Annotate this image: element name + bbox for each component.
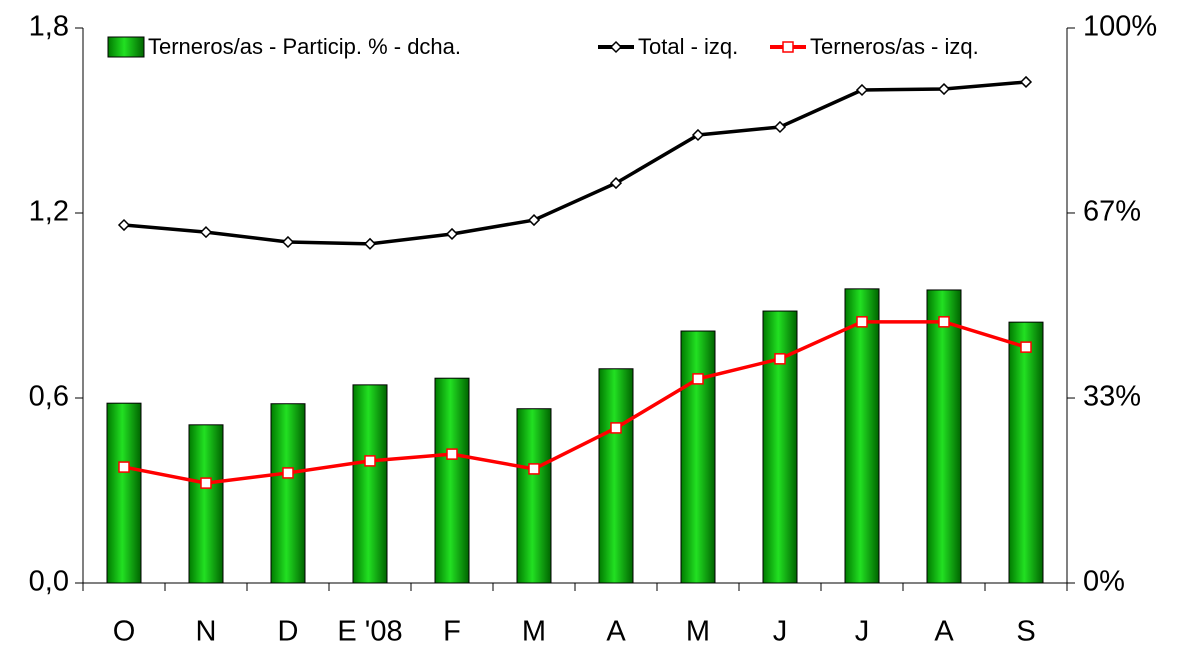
x-tick-label: J bbox=[855, 616, 870, 647]
marker bbox=[527, 214, 541, 227]
x-tick-label: A bbox=[934, 616, 954, 647]
marker bbox=[609, 177, 623, 190]
legend-swatch bbox=[107, 36, 145, 58]
x-tick-label: N bbox=[196, 616, 217, 647]
y-tick-label: 1,2 bbox=[29, 196, 69, 228]
bar bbox=[188, 424, 224, 584]
marker bbox=[856, 316, 868, 328]
x-tick-label: J bbox=[773, 616, 788, 647]
y-tick-label: 1,8 bbox=[29, 11, 69, 43]
x-tick-label: F bbox=[443, 616, 461, 647]
marker bbox=[1020, 341, 1032, 353]
x-tick-label: D bbox=[278, 616, 299, 647]
bar bbox=[1008, 321, 1044, 584]
marker bbox=[937, 82, 951, 96]
bar bbox=[106, 402, 142, 584]
x-tick-label: O bbox=[113, 616, 136, 647]
bar bbox=[516, 408, 552, 584]
marker bbox=[199, 226, 213, 239]
y2-tick-label: 100% bbox=[1083, 11, 1157, 43]
x-tick-label: E '08 bbox=[337, 616, 402, 647]
legend: Terneros/as - Particip. % - dcha. Total … bbox=[107, 34, 979, 59]
y2-tick-label: 67% bbox=[1083, 196, 1141, 228]
marker bbox=[364, 455, 376, 467]
marker bbox=[528, 463, 540, 475]
y2-tick-label: 33% bbox=[1083, 381, 1141, 413]
y2-tick-label: 0% bbox=[1083, 566, 1125, 598]
marker bbox=[281, 235, 295, 249]
x-tick-label: M bbox=[522, 616, 546, 647]
marker bbox=[282, 467, 294, 479]
bar bbox=[926, 289, 962, 584]
legend-marker bbox=[782, 41, 794, 53]
legend-label: Terneros/as - Particip. % - dcha. bbox=[148, 34, 461, 59]
bar bbox=[598, 368, 634, 584]
marker bbox=[774, 353, 786, 365]
x-tick-label: M bbox=[686, 616, 710, 647]
marker bbox=[1019, 75, 1033, 89]
bar bbox=[352, 384, 388, 584]
marker bbox=[363, 237, 377, 250]
bar bbox=[680, 330, 716, 584]
marker bbox=[691, 128, 705, 142]
x-tick-label: A bbox=[606, 616, 626, 647]
marker bbox=[692, 373, 704, 385]
line bbox=[123, 320, 1027, 485]
bar bbox=[434, 377, 470, 584]
marker bbox=[117, 218, 131, 232]
marker bbox=[855, 83, 869, 97]
x-tick-label: S bbox=[1016, 616, 1035, 647]
legend-label: Total - izq. bbox=[638, 34, 738, 59]
bar bbox=[844, 288, 880, 584]
marker bbox=[118, 461, 130, 473]
line bbox=[123, 80, 1027, 246]
marker bbox=[773, 120, 787, 134]
y-tick-label: 0,6 bbox=[29, 381, 69, 413]
marker bbox=[446, 448, 458, 460]
legend-marker bbox=[609, 40, 623, 54]
bar bbox=[270, 403, 306, 584]
marker bbox=[610, 422, 622, 434]
y-tick-label: 0,0 bbox=[29, 566, 69, 598]
marker bbox=[445, 227, 459, 241]
legend-label: Terneros/as - izq. bbox=[810, 34, 979, 59]
marker bbox=[200, 477, 212, 489]
marker bbox=[938, 316, 950, 328]
